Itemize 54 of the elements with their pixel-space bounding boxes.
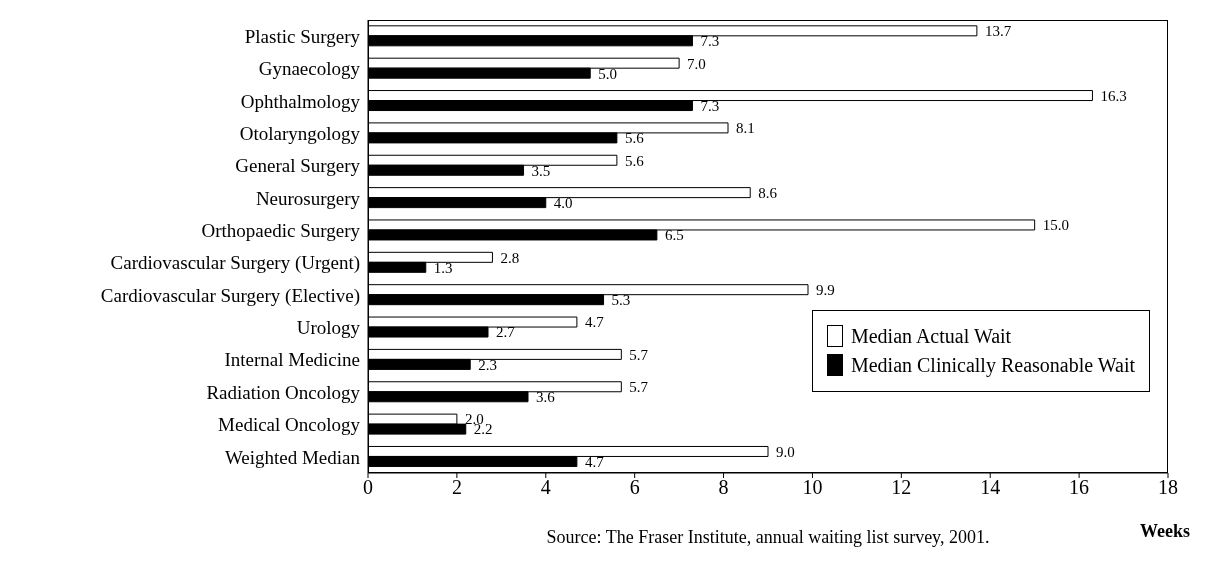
data-label: 2.3 bbox=[478, 356, 497, 373]
data-label: 7.3 bbox=[700, 33, 720, 50]
x-tick-label: 6 bbox=[629, 476, 640, 499]
data-label: 15.0 bbox=[1042, 217, 1069, 234]
legend-label: Median Clinically Reasonable Wait bbox=[850, 353, 1135, 377]
data-label: 9.9 bbox=[816, 282, 835, 299]
data-label: 5.7 bbox=[629, 346, 649, 363]
data-label: 5.0 bbox=[598, 65, 617, 82]
data-label: 3.5 bbox=[531, 162, 551, 179]
y-tick-label: General Surgery bbox=[235, 155, 361, 177]
y-tick-label: Radiation Oncology bbox=[206, 381, 361, 403]
data-label: 4.7 bbox=[584, 314, 605, 331]
data-label: 7.0 bbox=[687, 55, 706, 72]
x-tick-label: 0 bbox=[363, 476, 373, 499]
y-tick-label: Cardiovascular Surgery (Urgent) bbox=[110, 252, 360, 275]
data-label: 2.8 bbox=[500, 249, 520, 266]
data-label: 2.7 bbox=[496, 324, 516, 341]
data-label: 16.3 bbox=[1100, 87, 1127, 104]
x-tick-label: 12 bbox=[891, 476, 912, 499]
y-tick-label: Weighted Median bbox=[224, 446, 361, 468]
data-label: 4.0 bbox=[553, 194, 573, 211]
y-tick-label: Orthopaedic Surgery bbox=[201, 220, 361, 242]
y-tick-label: Plastic Surgery bbox=[244, 25, 361, 47]
source-note: Source: The Fraser Institute, annual waiting list survey, 2001. bbox=[546, 527, 990, 547]
data-label: 5.6 bbox=[624, 152, 645, 169]
data-label: 9.0 bbox=[776, 443, 795, 460]
x-tick-label: 10 bbox=[802, 476, 823, 499]
y-tick-label: Gynaecology bbox=[258, 58, 361, 80]
y-tick-label: Urology bbox=[296, 317, 361, 339]
x-tick-label: 8 bbox=[718, 476, 729, 499]
data-label: 3.6 bbox=[536, 389, 556, 406]
y-tick-label: Internal Medicine bbox=[224, 349, 360, 371]
data-label: 5.3 bbox=[611, 292, 631, 309]
x-tick-label: 4 bbox=[540, 476, 551, 499]
data-label: 8.1 bbox=[736, 120, 755, 137]
y-tick-label: Cardiovascular Surgery (Elective) bbox=[100, 284, 360, 307]
y-tick-label: Otolaryngology bbox=[239, 122, 361, 144]
x-tick-label: 16 bbox=[1069, 476, 1090, 499]
data-label: 6.5 bbox=[664, 227, 684, 244]
data-label: 5.7 bbox=[629, 379, 649, 396]
data-label: 1.3 bbox=[433, 259, 453, 276]
x-axis-title: Weeks bbox=[1139, 521, 1190, 542]
data-label: 4.7 bbox=[584, 453, 605, 470]
y-tick-label: Neurosurgery bbox=[255, 187, 361, 209]
legend-label: Median Actual Wait bbox=[850, 324, 1012, 348]
x-tick-label: 2 bbox=[451, 476, 462, 499]
data-label: 13.7 bbox=[984, 23, 1012, 40]
y-tick-label: Medical Oncology bbox=[218, 414, 361, 436]
data-label: 8.6 bbox=[758, 184, 778, 201]
x-tick-label: 18 bbox=[1158, 476, 1178, 499]
data-label: 5.6 bbox=[624, 130, 645, 147]
y-tick-label: Ophthalmology bbox=[240, 90, 361, 112]
data-label: 7.3 bbox=[700, 97, 720, 114]
x-tick-label: 14 bbox=[980, 476, 1001, 499]
